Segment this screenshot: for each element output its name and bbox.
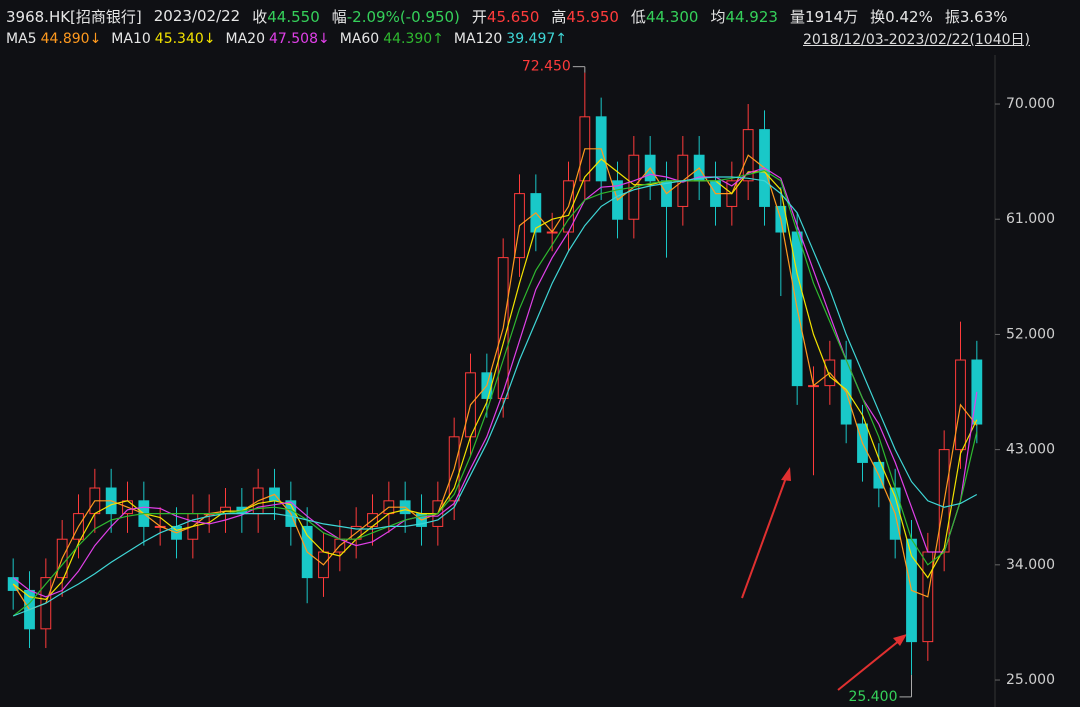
legend-name: MA60	[339, 31, 380, 47]
legend-name: MA20	[225, 31, 265, 47]
field-label: 幅	[331, 7, 347, 26]
field-label: 振	[944, 7, 960, 26]
ma-line	[12, 158, 978, 601]
field-value: -2.09%(-0.950)	[346, 7, 460, 26]
quote-field: 均44.923	[710, 6, 778, 27]
legend-name: MA10	[111, 31, 151, 47]
ma-line	[12, 176, 978, 617]
legend-entry: MA10 45.340↓	[111, 31, 215, 47]
field-value: 45.950	[566, 7, 619, 26]
field-value: 44.550	[267, 7, 320, 26]
y-tick-label: 25.000	[1006, 672, 1055, 688]
field-label: 高	[551, 7, 567, 26]
arrow	[741, 474, 788, 599]
quote-field: 换0.42%	[870, 6, 933, 27]
legend-entry: MA20 47.508↓	[226, 31, 330, 47]
y-tick-label: 34.000	[1006, 557, 1055, 573]
y-tick-label: 52.000	[1006, 326, 1055, 342]
legend-value: 45.340↓	[154, 31, 216, 47]
ma-legend: MA5 44.890↓ MA10 45.340↓ MA20 47.508↓ MA60 44.3…	[6, 28, 567, 50]
ma-line	[12, 167, 978, 598]
y-tick-label: 70.000	[1006, 96, 1055, 112]
field-value: 44.300	[645, 7, 699, 26]
field-label: 低	[630, 7, 646, 26]
legend-entry: MA120 39.497↑	[454, 31, 567, 47]
ma-line	[12, 148, 978, 611]
ma-line	[12, 169, 978, 617]
quote-field: 振3.63%	[945, 6, 1008, 27]
field-label: 均	[710, 7, 726, 26]
field-value: 3.63%	[959, 7, 1008, 26]
arrow-head	[893, 634, 907, 646]
field-value: 45.650	[486, 7, 540, 26]
arrow	[837, 639, 901, 691]
quote-field: 收44.550	[252, 6, 320, 27]
field-label: 收	[252, 7, 268, 26]
legend-name: MA5	[6, 31, 37, 47]
quote-field: 幅-2.09%(-0.950)	[332, 6, 460, 27]
annotation: 25.400	[849, 689, 898, 705]
legend-name: MA120	[453, 31, 503, 47]
quote-field: 高45.950	[551, 6, 619, 27]
field-value: 44.923	[725, 7, 778, 26]
symbol: 3968.HK[招商银行]	[6, 7, 142, 26]
date: 2023/02/22	[153, 7, 241, 25]
arrow-head	[781, 467, 791, 481]
field-value: 1914万	[804, 7, 859, 26]
date-range[interactable]: 2018/12/03-2023/02/22(1040日)	[803, 32, 1030, 48]
quote-field: 量1914万	[790, 6, 858, 27]
legend-value: 47.508↓	[268, 31, 330, 47]
legend-value: 44.890↓	[40, 31, 102, 47]
annotation: 72.450	[522, 59, 571, 75]
legend-entry: MA60 44.390↑	[340, 31, 444, 47]
field-label: 开	[471, 7, 487, 26]
quote-header: 3968.HK[招商银行] 2023/02/22 收44.550 幅-2.09%(…	[6, 5, 1008, 27]
quote-field: 低44.300	[631, 6, 699, 27]
quote-field: 开45.650	[472, 6, 540, 27]
y-tick-label: 43.000	[1006, 442, 1055, 458]
field-label: 换	[870, 7, 886, 26]
field-label: 量	[789, 7, 805, 26]
y-tick-label: 61.000	[1006, 211, 1055, 227]
legend-entry: MA5 44.890↓	[6, 31, 101, 47]
legend-value: 39.497↑	[506, 31, 568, 47]
legend-value: 44.390↑	[383, 31, 444, 47]
field-value: 0.42%	[885, 7, 933, 26]
